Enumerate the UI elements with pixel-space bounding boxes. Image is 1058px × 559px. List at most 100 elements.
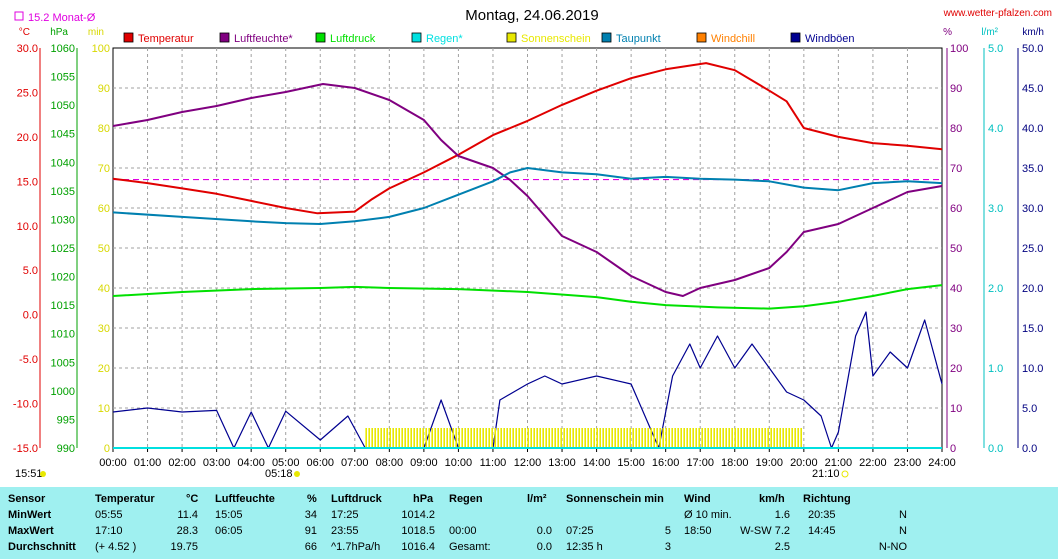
legend-swatch bbox=[696, 32, 707, 43]
press-tick-label: 1005 bbox=[51, 357, 75, 369]
x-tick-label: 15:00 bbox=[617, 457, 645, 469]
sun-tick-label: 40 bbox=[98, 283, 110, 295]
hdr-hum-unit: % bbox=[307, 493, 317, 505]
sun-tick-label: 10 bbox=[98, 403, 110, 415]
table-cell-rain-time: Gesamt: bbox=[449, 541, 491, 553]
press-tick-label: 1045 bbox=[51, 129, 75, 141]
hdr-temp: Temperatur bbox=[95, 493, 155, 505]
site-url[interactable]: www.wetter-pfalzen.com bbox=[943, 8, 1052, 19]
x-tick-label: 02:00 bbox=[168, 457, 196, 469]
hdr-sun: Sonnenschein min bbox=[566, 493, 664, 505]
series-taupunkt bbox=[112, 167, 943, 225]
weather-chart: Montag, 24.06.2019 www.wetter-pfalzen.co… bbox=[12, 7, 1052, 480]
table-cell-sun-time: 12:35 h bbox=[566, 541, 603, 553]
wind-axis-unit: km/h bbox=[1022, 27, 1044, 38]
wind-tick-label: 45.0 bbox=[1022, 83, 1043, 95]
x-tick-label: 09:00 bbox=[410, 457, 438, 469]
legend-swatch bbox=[123, 32, 134, 43]
x-tick-label: 20:00 bbox=[790, 457, 818, 469]
temp-tick-label: 20.0 bbox=[17, 132, 38, 144]
legend-swatch bbox=[315, 32, 326, 43]
series-luftdruck bbox=[112, 284, 943, 310]
x-tick-label: 00:00 bbox=[99, 457, 127, 469]
temp-tick-label: 25.0 bbox=[17, 87, 38, 99]
press-tick-label: 1015 bbox=[51, 300, 75, 312]
hdr-press: Luftdruck bbox=[331, 493, 382, 505]
table-cell-press-val: 1014.2 bbox=[401, 509, 435, 521]
temp-tick-label: 10.0 bbox=[17, 221, 38, 233]
temp-tick-label: 30.0 bbox=[17, 43, 38, 55]
wind-tick-label: 25.0 bbox=[1022, 243, 1043, 255]
stats-table: Sensor Temperatur °C Luftfeuchte % Luftd… bbox=[0, 487, 1058, 559]
legend-label: Taupunkt bbox=[616, 33, 661, 45]
hum-tick-label: 50 bbox=[950, 243, 962, 255]
hum-tick-label: 20 bbox=[950, 363, 962, 375]
table-cell-label: MaxWert bbox=[8, 525, 54, 537]
table-cell-sun-val: 5 bbox=[664, 525, 671, 537]
table-cell-hum-time: 15:05 bbox=[215, 509, 243, 521]
sun-tick-label: 80 bbox=[98, 123, 110, 135]
hum-tick-label: 60 bbox=[950, 203, 962, 215]
x-tick-label: 10:00 bbox=[445, 457, 473, 469]
hum-tick-label: 100 bbox=[950, 43, 968, 55]
table-cell-dir-time: 20:35 bbox=[808, 509, 836, 521]
month-avg-label: 15.2 Monat-Ø bbox=[28, 12, 96, 24]
press-tick-label: 1040 bbox=[51, 157, 75, 169]
time-label: 15:51 bbox=[15, 468, 43, 480]
hum-tick-label: 80 bbox=[950, 123, 962, 135]
table-cell-hum-time: 06:05 bbox=[215, 525, 243, 537]
table-cell-hum-val: 34 bbox=[304, 509, 317, 521]
temp-tick-label: -10.0 bbox=[13, 399, 38, 411]
table-cell-sun-val: 3 bbox=[664, 541, 671, 553]
x-tick-label: 03:00 bbox=[203, 457, 231, 469]
hdr-hum: Luftfeuchte bbox=[215, 493, 275, 505]
x-tick-label: 14:00 bbox=[583, 457, 611, 469]
wind-tick-label: 50.0 bbox=[1022, 43, 1043, 55]
table-cell-temp-time: (+ 4.52 ) bbox=[95, 541, 137, 553]
wind-tick-label: 40.0 bbox=[1022, 123, 1043, 135]
table-cell-temp-val: 28.3 bbox=[176, 525, 198, 537]
x-tick-label: 17:00 bbox=[686, 457, 714, 469]
x-tick-label: 01:00 bbox=[134, 457, 162, 469]
press-tick-label: 1035 bbox=[51, 186, 75, 198]
hum-tick-label: 10 bbox=[950, 403, 962, 415]
table-cell-temp-time: 05:55 bbox=[95, 509, 123, 521]
table-cell-dir-val: N bbox=[899, 525, 907, 537]
table-cell-rain-val: 0.0 bbox=[536, 541, 552, 553]
table-cell-press-time: ^1.7hPa/h bbox=[331, 541, 381, 553]
wind-tick-label: 15.0 bbox=[1022, 323, 1043, 335]
table-cell-dir-val: N bbox=[899, 509, 907, 521]
hdr-rain: Regen bbox=[449, 493, 483, 505]
sun-icon bbox=[40, 471, 46, 477]
table-cell-temp-val: 11.4 bbox=[177, 509, 198, 521]
table-cell-temp-val: 19.75 bbox=[170, 541, 198, 553]
x-tick-label: 22:00 bbox=[859, 457, 887, 469]
press-tick-label: 995 bbox=[57, 414, 75, 426]
x-tick-label: 18:00 bbox=[721, 457, 749, 469]
table-cell-dir-time: 14:45 bbox=[808, 525, 836, 537]
rain-tick-label: 2.0 bbox=[988, 283, 1003, 295]
table-cell-dir-val: N-NO bbox=[878, 541, 907, 553]
series-luftfeuchte bbox=[112, 83, 943, 297]
sun-tick-label: 50 bbox=[98, 243, 110, 255]
legend-label: Sonnenschein bbox=[521, 33, 591, 45]
legend-swatch bbox=[790, 32, 801, 43]
table-cell-press-val: 1016.4 bbox=[401, 541, 435, 553]
table-cell-press-val: 1018.5 bbox=[401, 525, 435, 537]
wind-tick-label: 0.0 bbox=[1022, 443, 1037, 455]
plot-area bbox=[112, 62, 943, 449]
legend-label: Windböen bbox=[805, 33, 855, 45]
table-cell-label: MinWert bbox=[8, 509, 52, 521]
hum-tick-label: 40 bbox=[950, 283, 962, 295]
wind-tick-label: 20.0 bbox=[1022, 283, 1043, 295]
x-tick-label: 16:00 bbox=[652, 457, 680, 469]
hum-tick-label: 90 bbox=[950, 83, 962, 95]
hum-tick-label: 70 bbox=[950, 163, 962, 175]
chart-title: Montag, 24.06.2019 bbox=[465, 7, 598, 24]
press-tick-label: 1000 bbox=[51, 386, 75, 398]
table-cell-rain-val: 0.0 bbox=[536, 525, 552, 537]
temp-tick-label: -5.0 bbox=[19, 354, 38, 366]
press-tick-label: 1025 bbox=[51, 243, 75, 255]
sun-tick-label: 100 bbox=[92, 43, 110, 55]
press-tick-label: 1030 bbox=[51, 214, 75, 226]
